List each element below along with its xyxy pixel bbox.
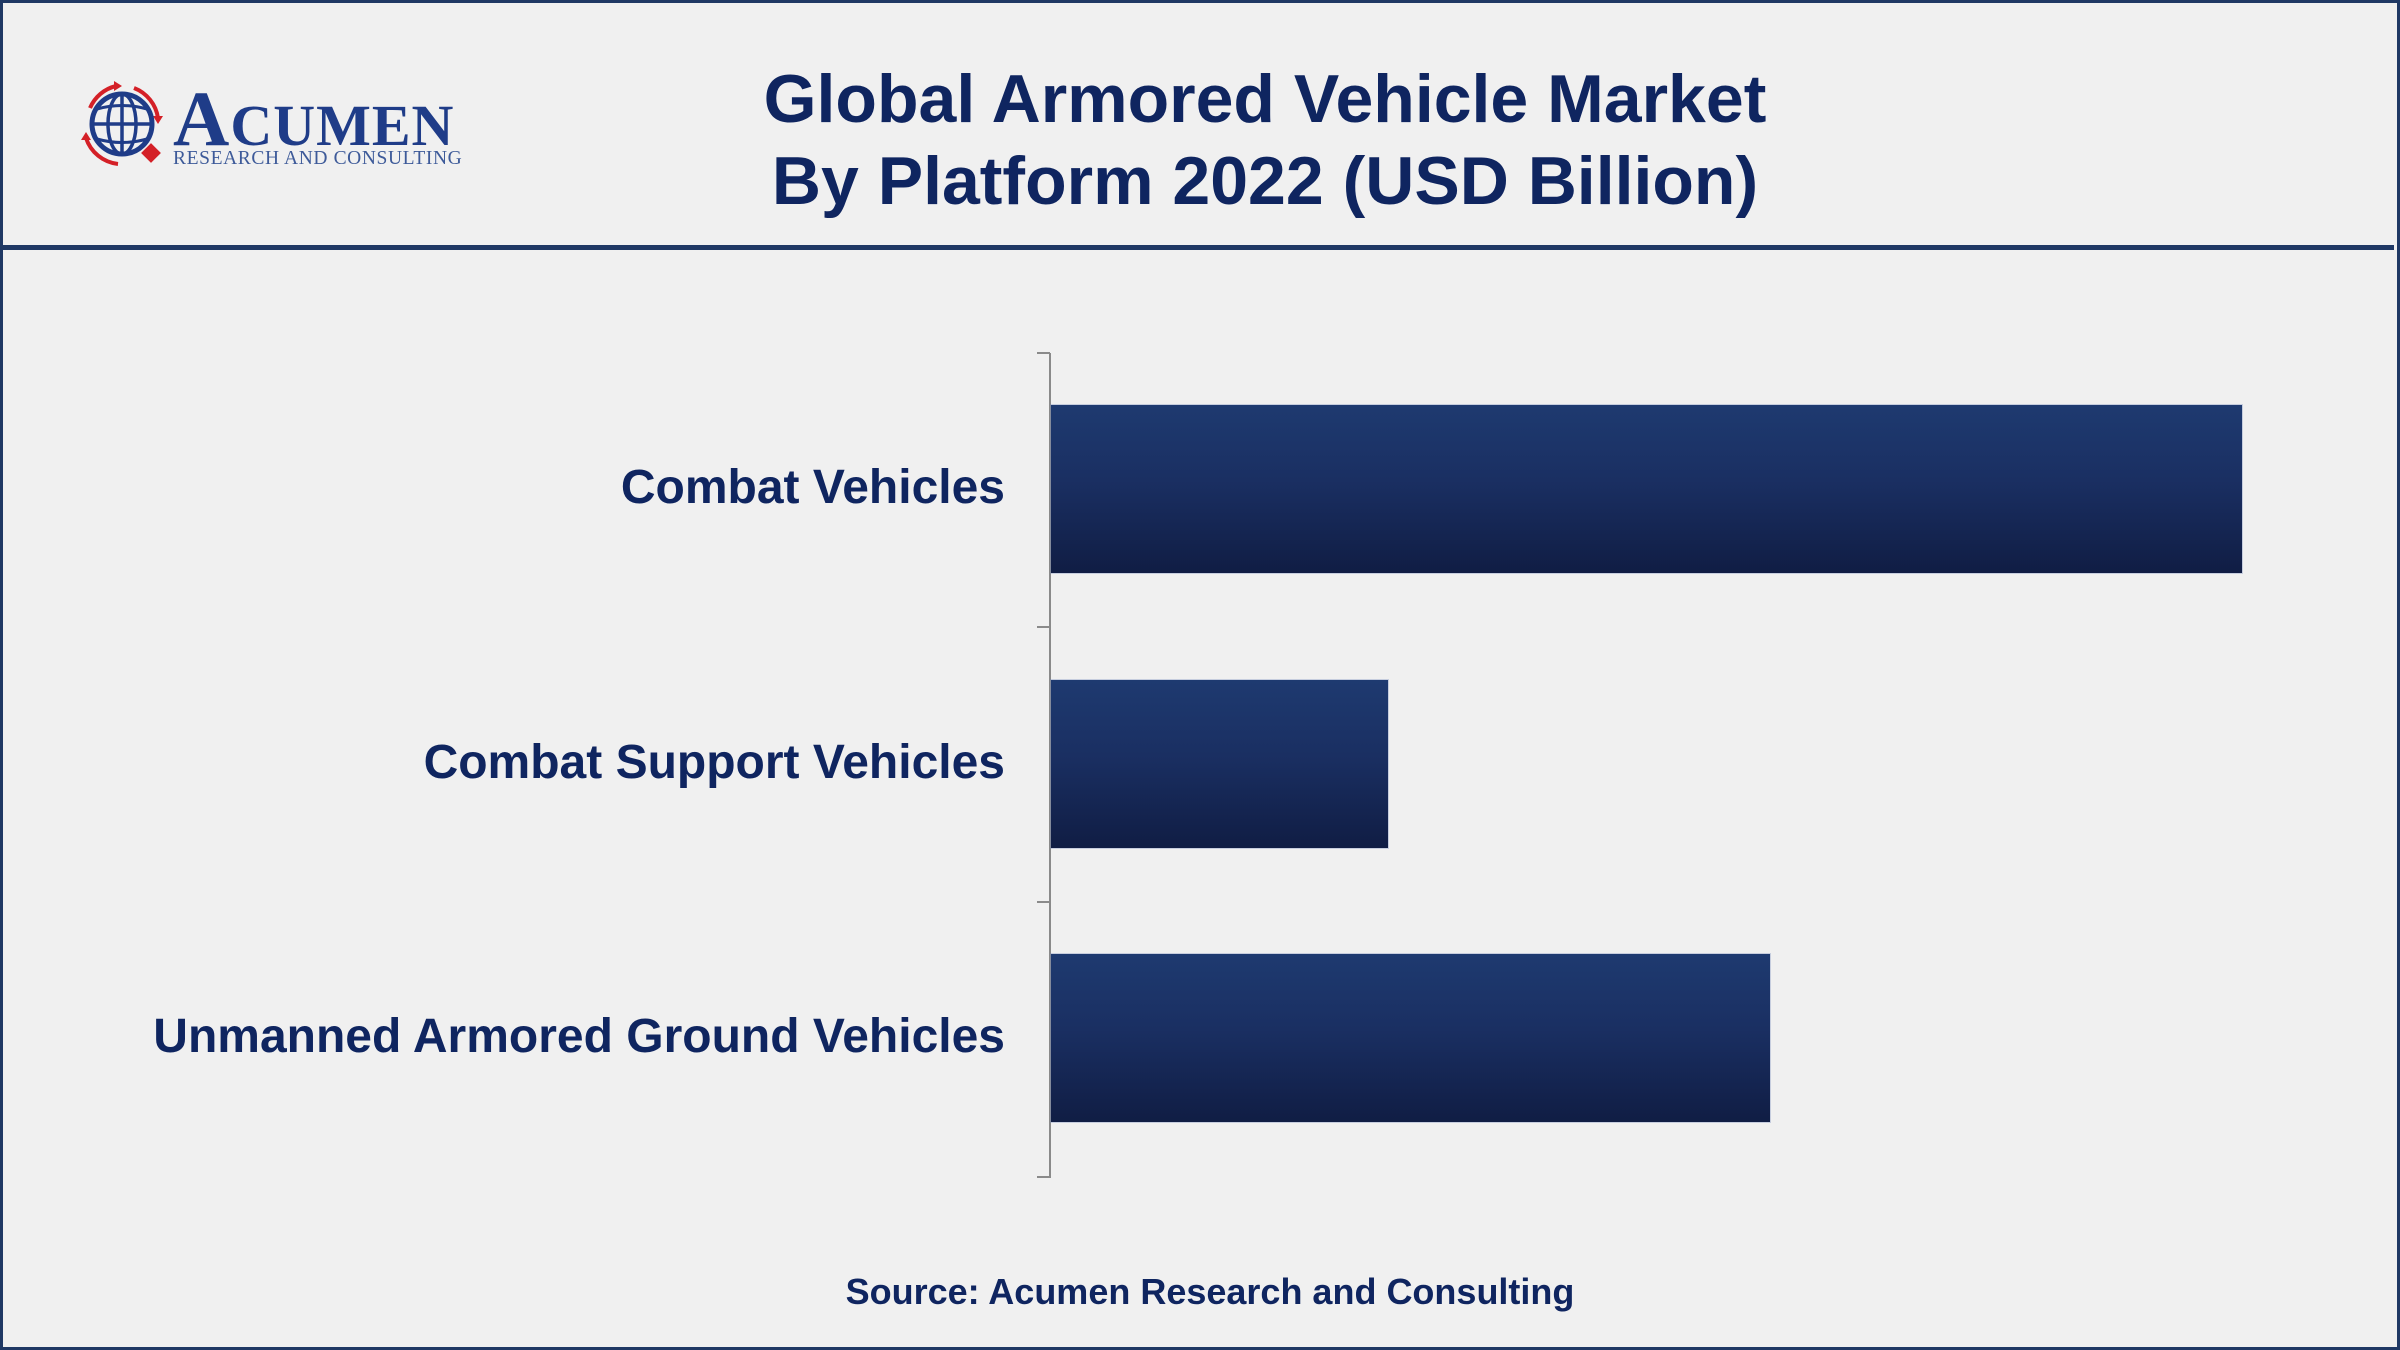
title-line-2: By Platform 2022 (USD Billion) xyxy=(771,143,1759,219)
category-axis xyxy=(1049,353,1051,1178)
bar-combat-support-vehicles xyxy=(1051,680,1388,848)
bar-unmanned-armored-ground-vehicles xyxy=(1051,954,1770,1122)
axis-tick xyxy=(1037,901,1050,903)
category-label: Unmanned Armored Ground Vehicles xyxy=(153,1010,1005,1063)
logo-subtitle: RESEARCH AND CONSULTING xyxy=(173,148,463,169)
category-label: Combat Vehicles xyxy=(620,461,1005,514)
logo-wordmark: ACUMEN xyxy=(173,75,455,162)
bar-combat-vehicles xyxy=(1051,405,2242,573)
title-line-1: Global Armored Vehicle Market xyxy=(763,61,1767,137)
category-label: Combat Support Vehicles xyxy=(423,736,1005,789)
acumen-logo: ACUMEN RESEARCH AND CONSULTING xyxy=(76,78,476,173)
axis-tick xyxy=(1037,352,1050,354)
source-note: Source: Acumen Research and Consulting xyxy=(845,1271,1575,1312)
header-divider xyxy=(0,245,2394,250)
axis-tick xyxy=(1037,626,1050,628)
axis-tick xyxy=(1037,1176,1050,1178)
globe-icon xyxy=(81,81,163,166)
chart-title: Global Armored Vehicle Market By Platfor… xyxy=(600,58,1930,222)
